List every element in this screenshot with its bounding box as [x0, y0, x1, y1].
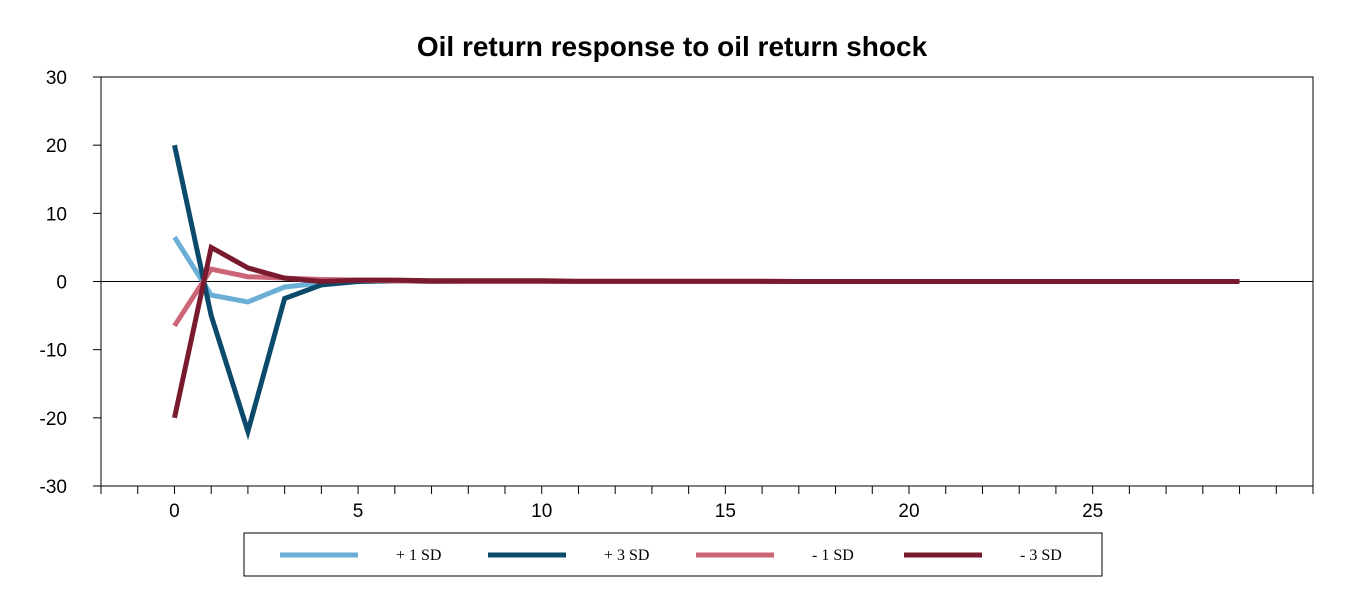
legend-label: - 1 SD: [812, 547, 854, 564]
y-tick-label: 0: [56, 273, 67, 294]
y-tick-label: 10: [46, 204, 67, 225]
series-line-2: [172, 144, 1240, 441]
x-tick-label: 5: [353, 501, 364, 522]
x-tick-label: 25: [1082, 501, 1103, 522]
axes: 30 20 10 0 -10 -20 -30 0 5 10 15 20 25: [40, 68, 1314, 522]
y-tick-label: -10: [40, 341, 67, 362]
legend-label: - 3 SD: [1020, 547, 1062, 564]
series-line-1: [172, 235, 1240, 305]
series-line-3: [172, 266, 1240, 328]
x-tick-label: 20: [898, 501, 919, 522]
y-tick-label: -30: [40, 477, 67, 498]
x-tick-label: 0: [169, 501, 180, 522]
y-tick-label: 30: [46, 68, 67, 89]
legend-label: + 1 SD: [396, 547, 441, 564]
legend-label: + 3 SD: [604, 547, 649, 564]
series-line-4: [172, 243, 1240, 419]
y-tick-label: -20: [40, 409, 67, 430]
x-tick-label: 15: [715, 501, 736, 522]
legend: + 1 SD + 3 SD - 1 SD - 3 SD: [243, 532, 1103, 577]
series-layer: [172, 144, 1240, 441]
x-tick-label: 10: [531, 501, 552, 522]
y-tick-label: 20: [46, 136, 67, 157]
chart-title: Oil return response to oil return shock: [417, 31, 928, 62]
